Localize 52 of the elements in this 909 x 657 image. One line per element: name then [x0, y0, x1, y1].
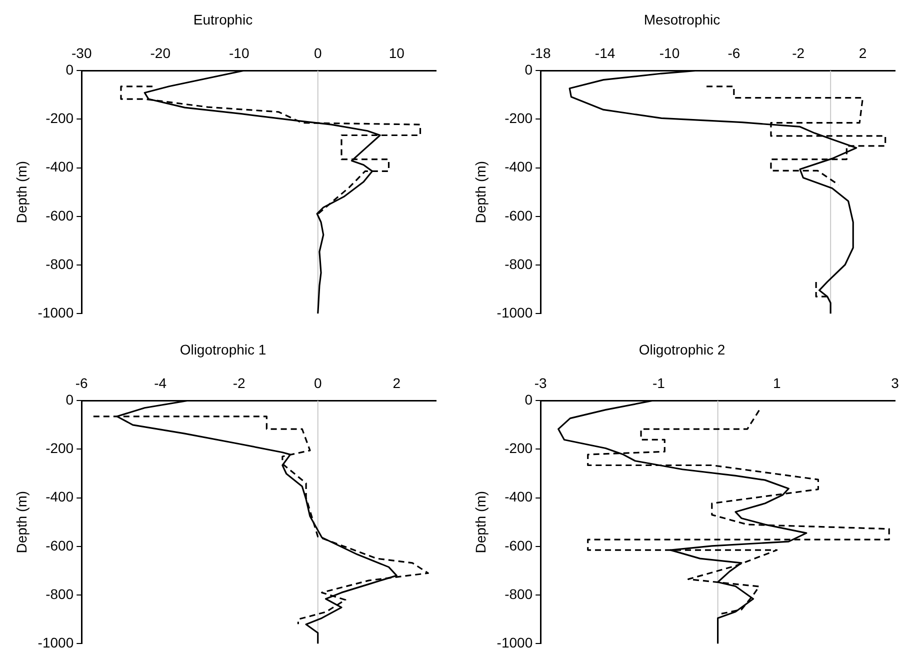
- x-tick-label: -10: [229, 45, 250, 62]
- y-tick-label: -1000: [496, 304, 533, 320]
- y-tick-label: -800: [504, 256, 533, 272]
- x-tick-label: -2: [792, 45, 805, 62]
- y-tick-label: 0: [66, 391, 74, 408]
- x-tick-label: 0: [314, 45, 322, 62]
- y-tick-label: -400: [504, 158, 533, 175]
- y-tick-label: -600: [46, 207, 74, 224]
- y-tick-label: -1000: [38, 634, 74, 650]
- y-tick-label: -800: [46, 586, 74, 602]
- y-tick-label: 0: [66, 61, 74, 78]
- y-tick-label: -200: [504, 110, 533, 126]
- x-tick-label: -20: [150, 45, 171, 62]
- y-tick-label: 0: [524, 61, 533, 78]
- x-tick-label: -3: [534, 375, 548, 392]
- y-tick-label: -600: [504, 207, 533, 224]
- x-tick-label: -18: [530, 45, 551, 62]
- y-tick-label: -1000: [496, 634, 533, 650]
- y-axis-title: Depth (m): [13, 160, 30, 224]
- x-tick-label: -6: [75, 375, 88, 392]
- y-tick-label: -200: [504, 440, 533, 456]
- y-tick-label: -200: [46, 110, 74, 126]
- x-tick-label: 1: [772, 375, 781, 392]
- y-tick-label: -400: [46, 488, 74, 505]
- x-tick-label: 2: [858, 45, 867, 62]
- x-tick-label: -1: [652, 375, 666, 392]
- y-axis-title: Depth (m): [472, 490, 488, 554]
- x-tick-label: -6: [728, 45, 740, 62]
- chart-title: Oligotrophic 1: [180, 341, 266, 358]
- chart-title: Mesotrophic: [644, 11, 720, 28]
- y-tick-label: -400: [504, 488, 533, 505]
- y-axis-title: Depth (m): [472, 160, 488, 224]
- x-tick-label: 0: [314, 375, 322, 392]
- x-tick-label: 3: [891, 375, 900, 392]
- y-axis-title: Depth (m): [13, 490, 30, 554]
- y-tick-label: -800: [46, 256, 74, 272]
- y-tick-label: -600: [504, 537, 533, 554]
- y-tick-label: -600: [46, 537, 74, 554]
- y-tick-label: -1000: [38, 304, 74, 320]
- x-tick-label: -10: [659, 45, 680, 62]
- x-tick-label: 10: [388, 45, 405, 62]
- x-tick-label: -30: [71, 45, 92, 62]
- chart-title: Eutrophic: [193, 11, 253, 28]
- y-tick-label: -800: [504, 586, 533, 602]
- y-tick-label: 0: [524, 391, 533, 408]
- y-tick-label: -400: [46, 158, 74, 175]
- x-tick-label: 2: [392, 375, 401, 392]
- chart-title: Oligotrophic 2: [638, 341, 726, 358]
- x-tick-label: -14: [594, 45, 616, 62]
- x-tick-label: -2: [232, 375, 246, 392]
- x-tick-label: -4: [154, 375, 167, 392]
- y-tick-label: -200: [46, 440, 74, 456]
